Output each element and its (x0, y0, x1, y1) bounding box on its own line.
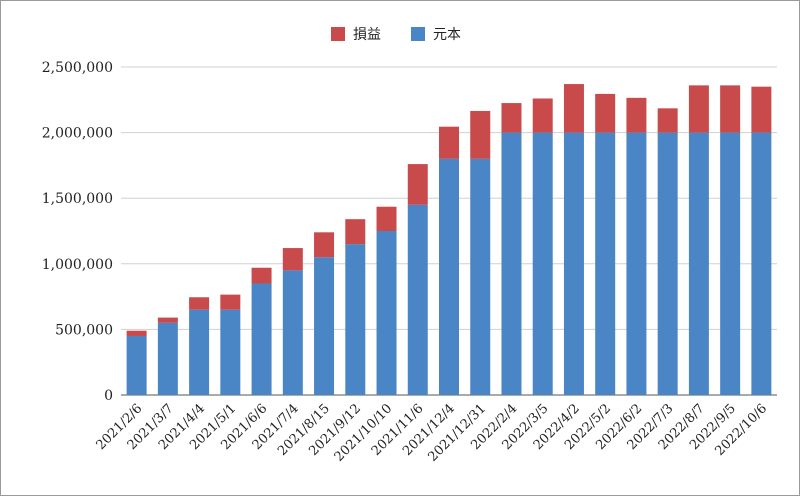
bar-principal (532, 132, 553, 395)
y-tick-label: 1,500,000 (42, 191, 113, 207)
bar-principal (189, 309, 210, 395)
bar-principal (688, 132, 709, 395)
bar-principal (251, 283, 272, 395)
bar-profit-loss (595, 93, 616, 133)
bar-profit-loss (314, 232, 335, 258)
bars (126, 84, 772, 395)
bar-profit-loss (189, 297, 210, 310)
legend-swatch (331, 27, 345, 41)
bar-principal (439, 158, 459, 395)
y-tick-label: 2,500,000 (42, 60, 113, 76)
bar-principal (407, 204, 428, 395)
bar-principal (595, 132, 616, 395)
bar-principal (470, 158, 491, 395)
bar-profit-loss (282, 248, 303, 271)
bar-profit-loss (751, 86, 772, 133)
bar-principal (376, 231, 397, 395)
bar-principal (501, 132, 522, 395)
bar-profit-loss (376, 206, 397, 231)
bar-principal (345, 244, 366, 395)
bar-profit-loss (439, 126, 459, 159)
bar-profit-loss (720, 85, 741, 133)
bar-principal (157, 322, 178, 395)
bar-principal (626, 132, 647, 395)
bar-principal (720, 132, 741, 395)
y-tick-label: 500,000 (55, 322, 113, 338)
bar-profit-loss (407, 164, 428, 205)
legend-swatch (411, 27, 425, 41)
bar-profit-loss (157, 317, 178, 323)
bar-profit-loss (688, 85, 709, 133)
bar-profit-loss (626, 97, 647, 133)
y-tick-label: 0 (104, 388, 113, 404)
bar-principal (314, 257, 335, 395)
bar-principal (657, 132, 678, 395)
bar-profit-loss (470, 110, 491, 159)
bar-principal (220, 309, 241, 395)
y-tick-label: 2,000,000 (42, 126, 113, 142)
legend-label: 元本 (433, 27, 461, 43)
bar-profit-loss (126, 330, 147, 336)
bar-profit-loss (220, 294, 241, 310)
bar-profit-loss (563, 84, 584, 133)
bar-principal (126, 335, 147, 395)
legend-label: 損益 (353, 27, 381, 43)
bar-principal (563, 132, 584, 395)
x-axis-ticks: 2021/2/62021/3/72021/4/42021/5/12021/6/6… (94, 401, 771, 465)
bar-profit-loss (251, 267, 272, 284)
y-tick-label: 1,000,000 (42, 257, 113, 273)
bar-profit-loss (501, 103, 522, 133)
bar-profit-loss (345, 219, 366, 245)
bar-principal (282, 270, 303, 395)
y-axis-ticks: 0 500,000 1,000,000 1,500,000 2,000,000 2,500… (42, 60, 113, 404)
legend: 損益 元本 (331, 27, 461, 43)
bar-profit-loss (657, 108, 678, 133)
bar-profit-loss (532, 98, 553, 133)
bar-principal (751, 132, 772, 395)
